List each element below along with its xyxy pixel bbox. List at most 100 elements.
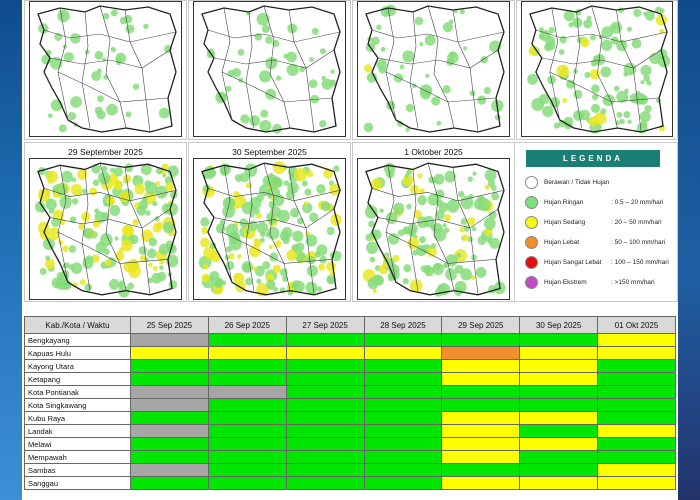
rain-patch	[294, 251, 306, 263]
rain-patch	[333, 165, 340, 172]
rain-patch	[133, 175, 139, 181]
rain-patch	[209, 251, 221, 263]
forecast-cell	[519, 359, 599, 373]
legend-label: Hujan Sedang	[544, 219, 586, 226]
forecast-cell	[519, 450, 599, 464]
rain-patch	[294, 167, 307, 182]
rain-patch	[549, 97, 561, 108]
forecast-cell	[441, 333, 521, 347]
rain-patch	[619, 118, 625, 125]
region-name: Melawi	[24, 437, 131, 451]
rain-patch	[262, 261, 271, 270]
rain-patch	[256, 212, 262, 219]
rain-patch	[253, 238, 259, 244]
region-name: Sambas	[24, 463, 131, 477]
rain-patch	[601, 26, 614, 38]
rain-patch	[417, 173, 423, 179]
forecast-cell	[363, 437, 443, 451]
rain-patch	[424, 266, 435, 277]
map-title-7: 1 Oktober 2025	[404, 147, 463, 157]
rain-patch	[51, 218, 60, 228]
rain-patch	[109, 204, 121, 216]
forecast-cell	[363, 346, 443, 360]
rain-patch	[484, 169, 497, 182]
rain-patch	[143, 191, 157, 205]
rain-patch	[309, 212, 319, 223]
rain-patch	[406, 203, 412, 210]
rain-patch	[85, 255, 94, 264]
table-row: Melawi	[24, 437, 676, 451]
forecast-cell	[130, 463, 209, 477]
map-content	[37, 5, 177, 133]
rain-patch	[601, 39, 613, 52]
forecast-cell	[285, 333, 365, 347]
regency-border	[221, 71, 333, 103]
rain-patch	[644, 10, 655, 21]
rain-patch	[168, 280, 178, 290]
table-row: Kapuas Hulu	[24, 346, 676, 360]
rain-patch	[145, 210, 151, 216]
rain-patch	[293, 211, 299, 218]
legend-swatch-light-rain	[525, 196, 538, 209]
rain-patch	[573, 89, 583, 99]
regency-border	[263, 163, 291, 291]
rain-patch	[301, 180, 308, 187]
forecast-cell	[441, 398, 521, 412]
rain-patch	[419, 188, 425, 194]
rain-patch	[119, 190, 131, 203]
rain-patch	[239, 218, 249, 228]
header-date: 29 Sep 2025	[441, 316, 521, 334]
rain-patch	[412, 249, 418, 256]
rain-patch	[274, 240, 282, 248]
region-name: Kapuas Hulu	[24, 346, 131, 360]
province-outline	[529, 5, 668, 133]
regency-border	[263, 5, 291, 129]
rain-patch	[329, 79, 337, 87]
rain-patch	[106, 103, 118, 116]
forecast-cell	[441, 463, 521, 477]
region-name: Mempawah	[24, 450, 131, 464]
rain-patch	[124, 163, 134, 173]
rain-patch	[200, 237, 210, 248]
table-header-row: Kab./Kota / Waktu 25 Sep 2025 26 Sep 202…	[24, 316, 676, 334]
rainfall-map-6	[193, 158, 346, 300]
rain-patch	[259, 120, 272, 132]
rain-patch	[260, 237, 265, 243]
rain-patch	[432, 222, 443, 234]
rain-patch	[559, 35, 567, 44]
forecast-cell	[519, 437, 599, 451]
rain-patch	[592, 93, 599, 101]
legend-label: Hujan Lebat	[544, 239, 580, 246]
regency-border	[541, 49, 662, 69]
rain-patch	[397, 229, 405, 237]
rain-patch	[367, 277, 379, 290]
rain-patch	[616, 111, 623, 118]
rain-patch	[491, 185, 497, 192]
rain-patch	[228, 253, 235, 260]
region-name: Kota Pontianak	[24, 385, 131, 399]
rain-patch	[132, 218, 139, 226]
rainfall-map-7	[357, 158, 510, 300]
rain-patch	[462, 234, 469, 242]
rain-patch	[82, 188, 87, 194]
rain-patch	[405, 127, 410, 132]
rain-patch	[304, 188, 312, 196]
rain-patch	[268, 244, 273, 250]
rain-patch	[106, 196, 116, 206]
rain-patch	[573, 110, 584, 121]
rain-patch	[329, 183, 341, 196]
forecast-cell	[597, 359, 676, 373]
forecast-table: Kab./Kota / Waktu 25 Sep 2025 26 Sep 202…	[24, 316, 676, 490]
forecast-cell	[519, 398, 599, 412]
rain-patch	[583, 19, 593, 29]
legend-range: : 100 – 150 mm/hari	[611, 259, 669, 266]
rain-patch	[103, 248, 110, 256]
forecast-cell	[130, 372, 209, 386]
rain-patch	[320, 201, 331, 212]
rain-patch	[366, 241, 379, 255]
rain-patch	[240, 114, 250, 124]
rain-patch	[446, 199, 460, 213]
rain-patch	[79, 279, 86, 286]
regency-border	[549, 7, 561, 121]
rain-patch	[125, 111, 132, 118]
